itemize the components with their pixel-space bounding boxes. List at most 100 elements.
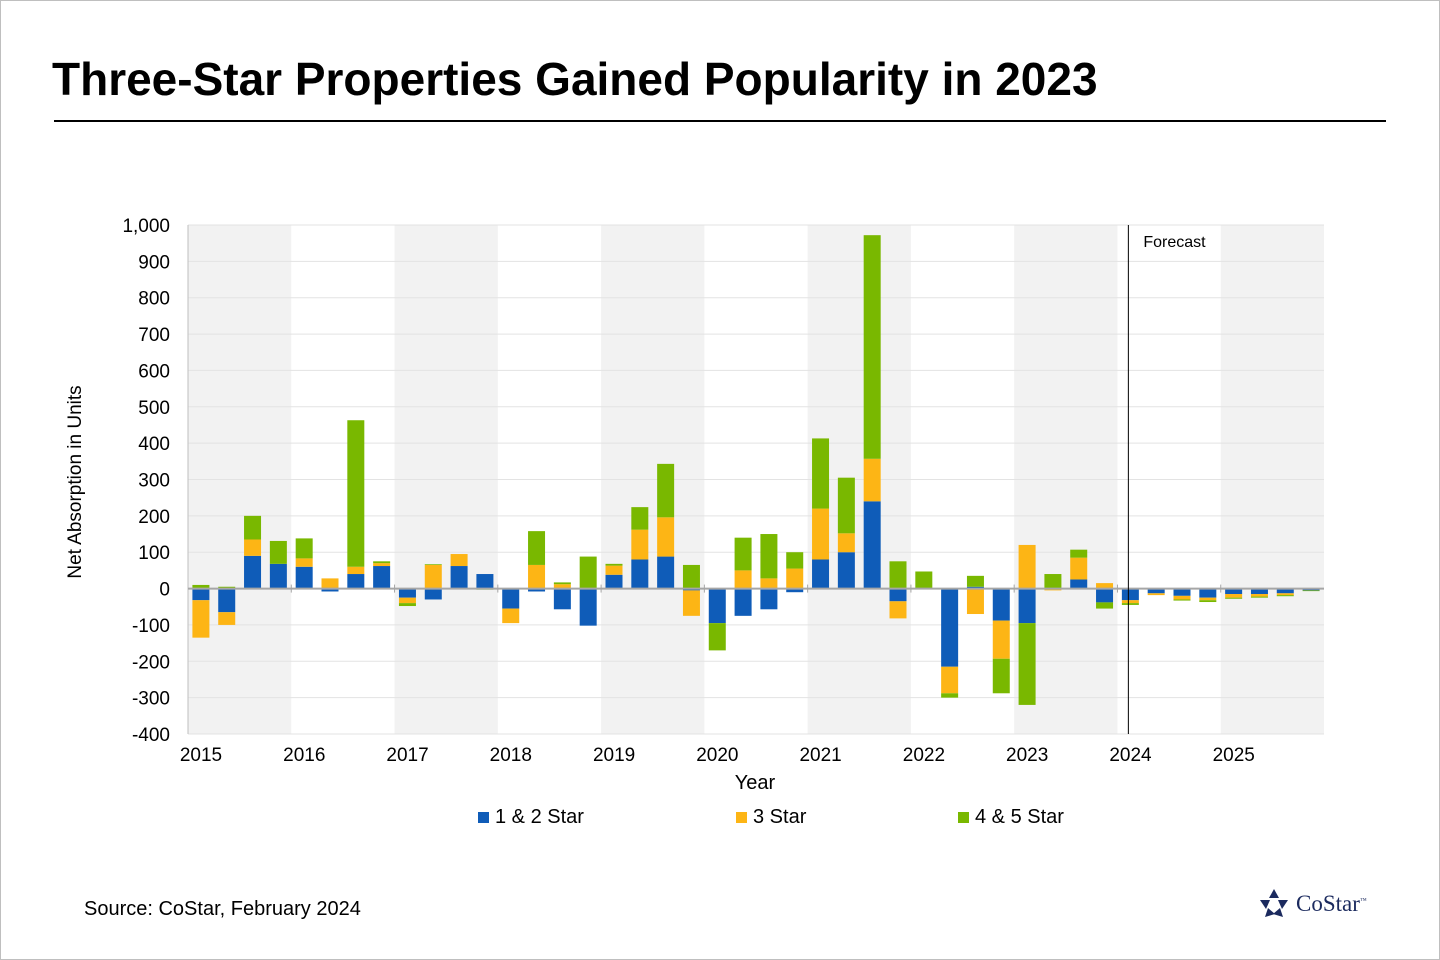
x-tick-label: 2024 <box>1109 745 1152 766</box>
bar-segment <box>1276 593 1294 596</box>
bar-segment <box>1121 603 1139 605</box>
y-tick-label: 500 <box>138 398 170 419</box>
bar-segment <box>528 588 546 592</box>
legend-item-1-2-star: 1 & 2 Star <box>478 806 584 829</box>
x-tick-label: 2015 <box>180 745 222 766</box>
y-tick-label: 900 <box>138 252 170 273</box>
bar-segment <box>1225 594 1243 598</box>
bar-segment <box>1276 588 1294 594</box>
bar-segment <box>889 561 907 589</box>
bar-segment <box>605 563 623 566</box>
x-tick-label: 2019 <box>593 745 635 766</box>
bar-segment <box>1225 597 1243 599</box>
bar-segment <box>786 568 804 589</box>
y-tick-label: 600 <box>138 361 170 382</box>
bar-segment <box>682 590 700 616</box>
bar-segment <box>244 555 262 589</box>
legend-item-4-5-star: 4 & 5 Star <box>958 806 1064 829</box>
bar-segment <box>1173 599 1191 601</box>
bar-segment <box>760 578 778 589</box>
bar-segment <box>528 564 546 589</box>
bar-segment <box>631 529 649 560</box>
bar-segment <box>502 608 520 624</box>
bar-segment <box>786 552 804 569</box>
y-tick-label: -100 <box>132 616 170 637</box>
bar-segment <box>1173 595 1191 600</box>
legend-swatch <box>736 812 747 823</box>
y-tick-label: 100 <box>138 543 170 564</box>
bar-segment <box>244 515 262 540</box>
bar-segment <box>450 566 468 589</box>
logo-wordmark: CoStar™ <box>1296 891 1367 917</box>
bar-segment <box>863 458 881 502</box>
bar-segment <box>218 588 236 613</box>
bar-segment <box>605 565 623 575</box>
bar-segment <box>992 588 1010 621</box>
bar-segment <box>1096 583 1114 589</box>
bar-segment <box>734 570 752 589</box>
bar-segment <box>734 588 752 616</box>
x-tick-label: 2022 <box>903 745 945 766</box>
bar-segment <box>218 612 236 625</box>
bar-segment <box>966 588 984 615</box>
bar-segment <box>269 563 287 589</box>
y-tick-label: 700 <box>138 325 170 346</box>
bar-segment <box>1147 593 1165 596</box>
bar-segment <box>1018 544 1036 589</box>
bar-segment <box>269 540 287 564</box>
legend-item-3-star: 3 Star <box>736 806 806 829</box>
gridlines <box>188 224 1324 735</box>
bar-segment <box>863 235 881 459</box>
legend-swatch <box>478 812 489 823</box>
forecast-annotation: Forecast <box>1127 225 1206 734</box>
y-tick-label: -400 <box>132 725 170 746</box>
bar-segment <box>915 571 933 589</box>
bar-segment <box>398 588 416 598</box>
bar-segment <box>1044 574 1062 589</box>
y-tick-labels: -400 -300 -200 -100 0 100 200 300 400 500 600 700 80… <box>122 216 170 746</box>
bar-segment <box>502 588 520 609</box>
bar-segment <box>837 552 855 589</box>
bar-segment <box>424 588 442 600</box>
bar-segment <box>992 658 1010 694</box>
bar-segment <box>1199 600 1217 603</box>
legend-label: 3 Star <box>753 806 807 828</box>
bar-segment <box>1225 588 1243 595</box>
costar-logo: CoStar™ <box>1258 888 1367 920</box>
bar-segment <box>605 574 623 589</box>
bar-segment <box>837 533 855 553</box>
bar-segment <box>347 574 365 589</box>
bar-segment <box>424 564 442 589</box>
y-tick-label: 0 <box>159 580 170 601</box>
bar-segment <box>657 517 675 557</box>
legend-label: 1 & 2 Star <box>495 806 584 828</box>
bar-segment <box>373 563 391 567</box>
bar-segment <box>889 601 907 619</box>
bar-segment <box>1070 557 1088 580</box>
bar-segment <box>708 623 726 651</box>
bar-segment <box>966 575 984 587</box>
page-title: Three-Star Properties Gained Popularity … <box>52 53 1098 105</box>
bar-segment <box>863 501 881 589</box>
bar-segment <box>579 588 597 626</box>
bar-segment <box>553 582 571 585</box>
x-tick-label: 2018 <box>490 745 532 766</box>
bars <box>192 235 1320 705</box>
bar-segment <box>708 588 726 624</box>
bar-segment <box>553 584 571 589</box>
logo-text: CoStar <box>1296 891 1360 916</box>
bar-segment <box>321 578 339 589</box>
x-tick-label: 2025 <box>1213 745 1255 766</box>
bar-segment <box>373 561 391 564</box>
bar-segment <box>657 556 675 589</box>
bar-segment <box>1018 623 1036 705</box>
bar-segment <box>192 584 210 589</box>
bar-segment <box>1173 588 1191 596</box>
y-tick-label: -200 <box>132 652 170 673</box>
bar-segment <box>347 566 365 575</box>
legend-swatch <box>958 812 969 823</box>
bar-segment <box>1250 588 1268 595</box>
bar-segment <box>244 539 262 556</box>
bar-segment <box>579 556 597 589</box>
bar-segment <box>812 438 830 509</box>
